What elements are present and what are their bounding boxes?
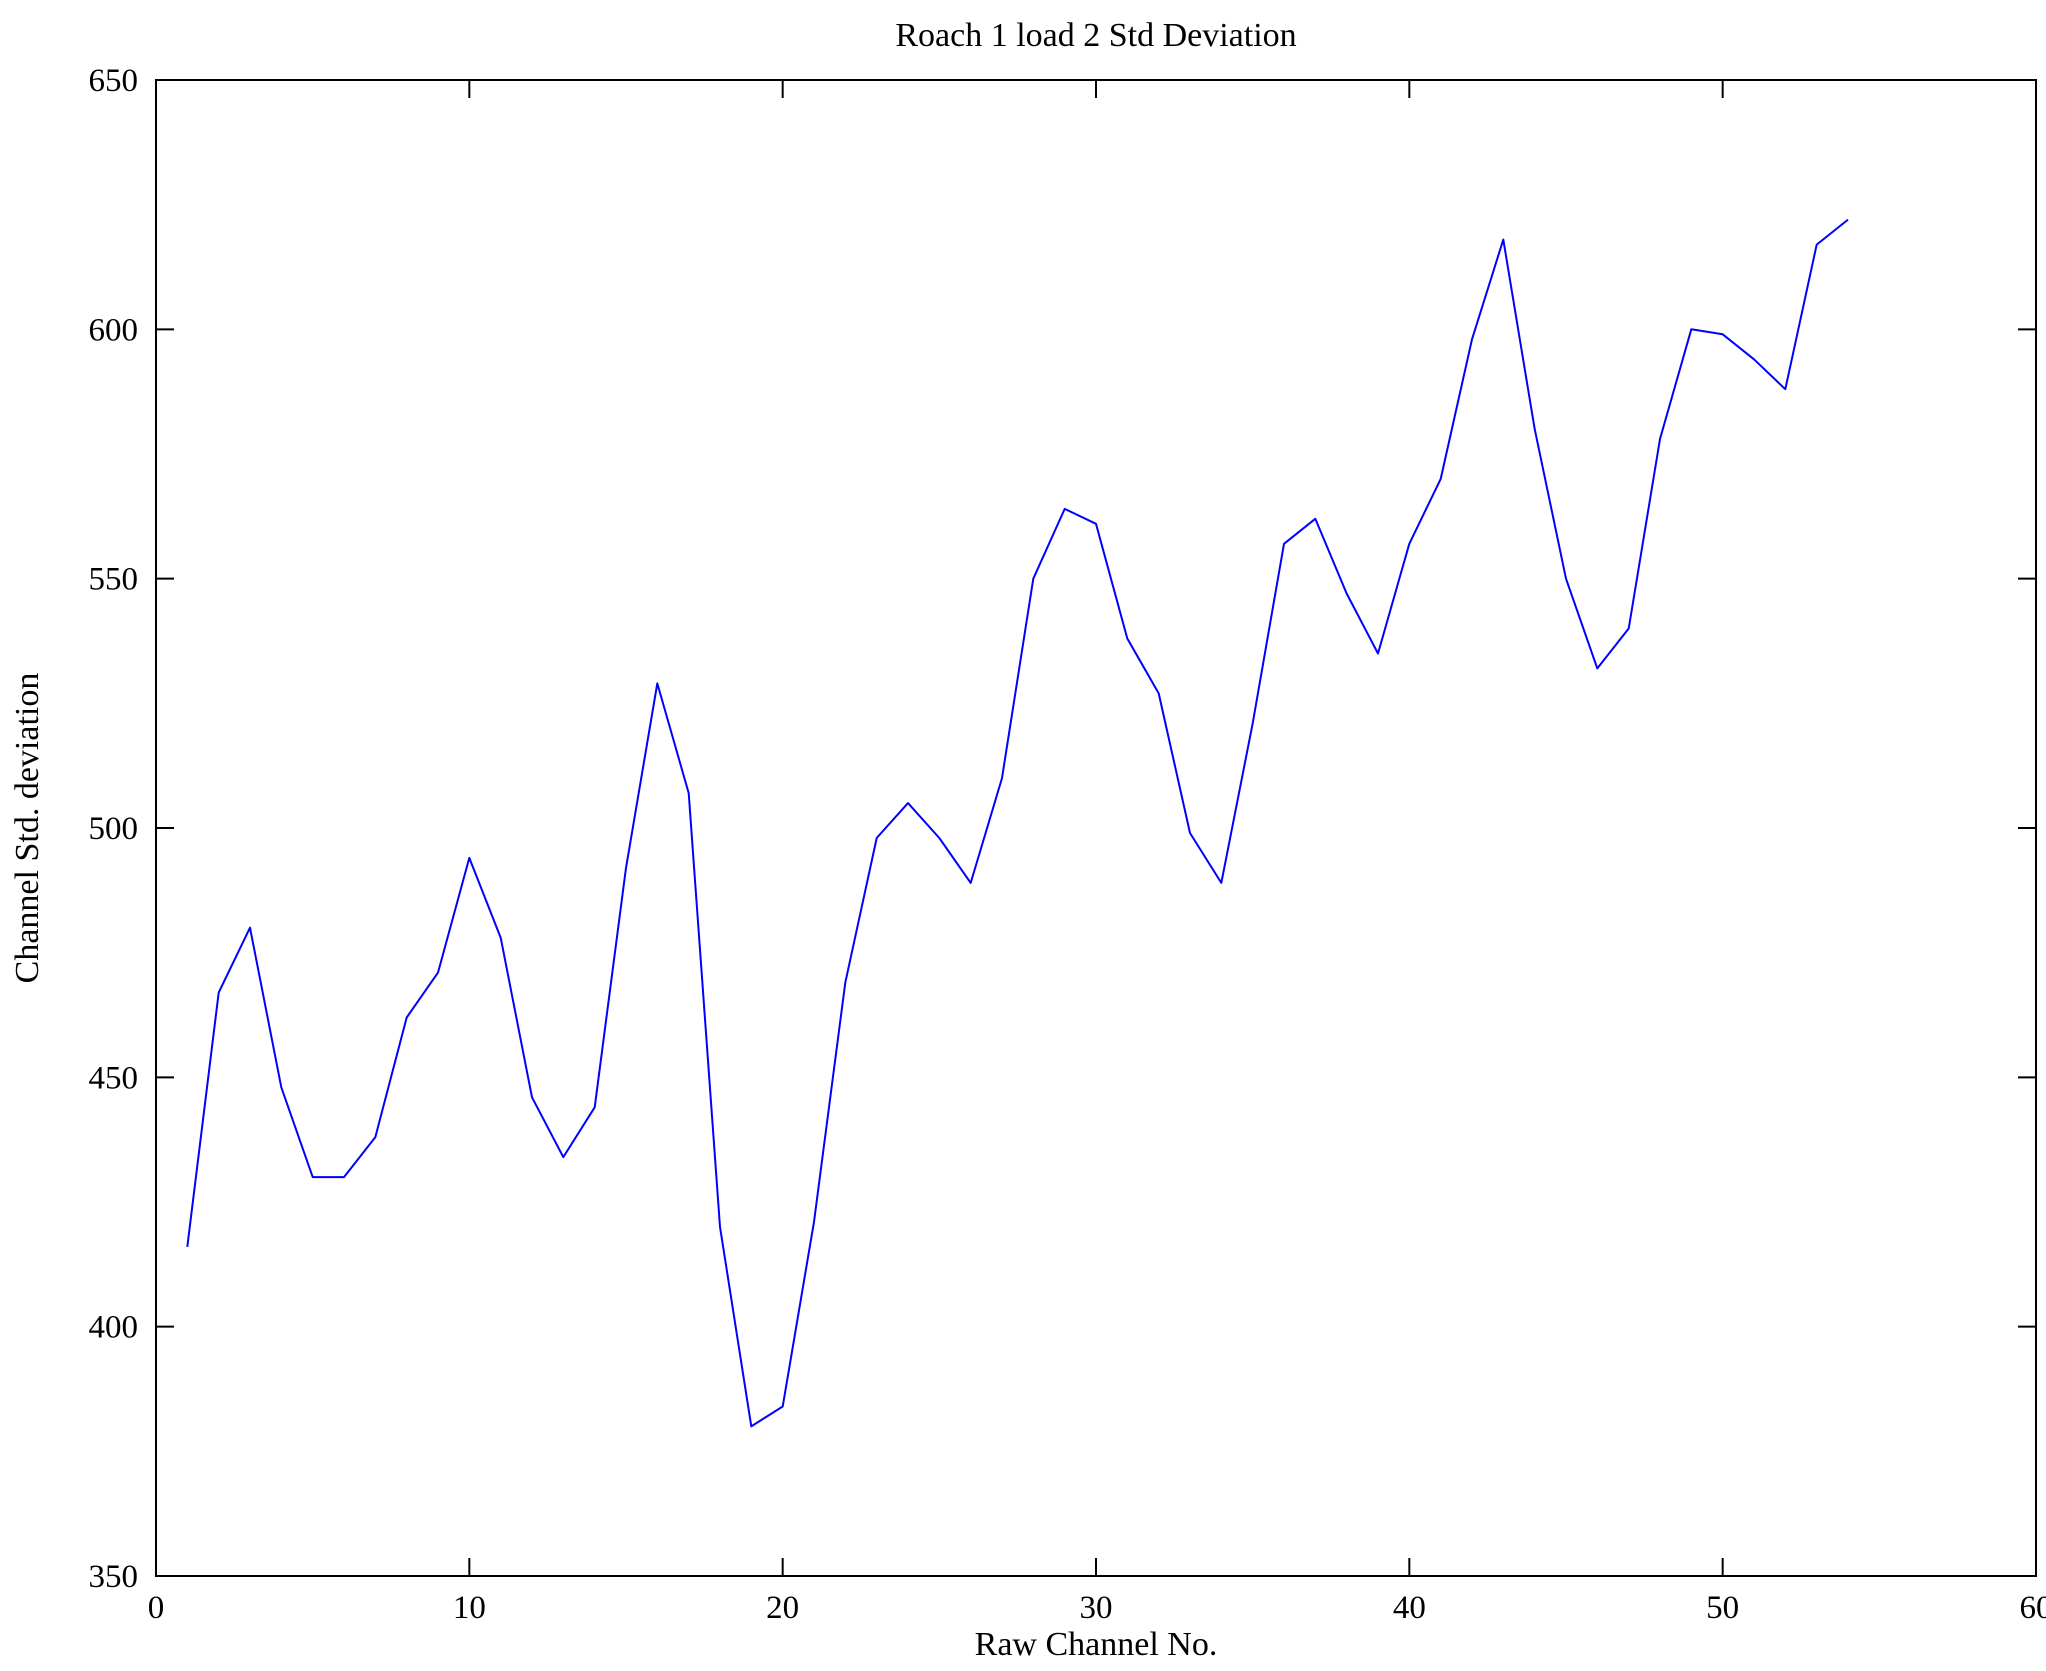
y-tick-label: 650: [89, 63, 139, 99]
x-tick-label: 10: [453, 1590, 486, 1626]
x-tick-label: 20: [766, 1590, 799, 1626]
x-tick-label: 30: [1080, 1590, 1113, 1626]
y-axis-label: Channel Std. deviation: [9, 673, 46, 984]
y-tick-label: 450: [89, 1060, 139, 1096]
x-tick-label: 40: [1393, 1590, 1426, 1626]
x-tick-label: 0: [148, 1590, 165, 1626]
axis-tick-labels: 0 10 20 30 40 50 60 350 400 450 500 550 600 650: [89, 63, 2046, 1626]
x-tick-label: 60: [2020, 1590, 2046, 1626]
chart-title: Roach 1 load 2 Std Deviation: [895, 17, 1296, 54]
y-tick-label: 600: [89, 312, 139, 348]
axis-ticks: [155, 79, 2037, 1577]
y-tick-label: 400: [89, 1310, 139, 1346]
y-tick-label: 500: [89, 811, 139, 847]
x-axis-label: Raw Channel No.: [975, 1626, 1218, 1663]
y-tick-label: 350: [89, 1559, 139, 1595]
x-tick-label: 50: [1706, 1590, 1739, 1626]
data-series-line: [186, 218, 1849, 1428]
plot-area-border: [155, 79, 2037, 1577]
y-tick-label: 550: [89, 562, 139, 598]
